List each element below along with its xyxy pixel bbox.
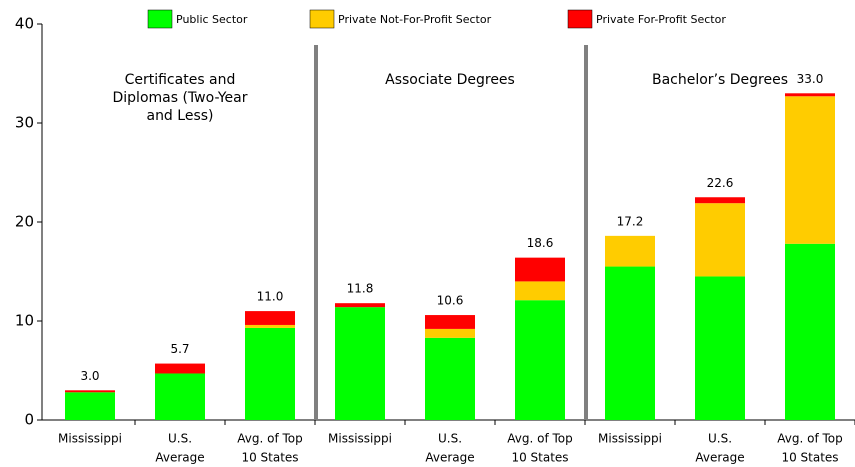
y-tick-label: 0 — [24, 411, 34, 429]
bar-segment — [155, 373, 205, 420]
y-tick-label: 30 — [15, 114, 34, 132]
legend-swatch — [309, 9, 335, 29]
bar-segment — [65, 390, 115, 393]
legend-label: Public Sector — [176, 13, 248, 26]
group-label: and Less) — [146, 108, 213, 124]
bar-segment — [785, 243, 835, 420]
x-tick-label: Mississippi — [598, 432, 662, 446]
group-label: Certificates and — [125, 72, 236, 88]
bar-segment — [785, 93, 835, 97]
x-tick-label: 10 States — [241, 451, 298, 465]
x-tick-label: Average — [155, 451, 204, 465]
x-tick-label: Average — [695, 451, 744, 465]
x-tick-label: Mississippi — [328, 432, 392, 446]
bar-segment — [425, 315, 475, 329]
total-label: 3.0 — [80, 369, 99, 383]
total-label: 10.6 — [437, 294, 464, 308]
y-tick-label: 10 — [15, 312, 34, 330]
x-tick-label: Avg. of Top — [777, 432, 842, 446]
total-label: 11.0 — [257, 290, 284, 304]
group-label: Diplomas (Two-Year — [113, 90, 248, 106]
bar-segment — [335, 307, 385, 420]
x-tick-label: Avg. of Top — [237, 432, 302, 446]
bar-segment — [605, 235, 655, 267]
legend-label: Private For-Profit Sector — [596, 13, 726, 26]
total-label: 5.7 — [170, 342, 189, 356]
x-tick-label: U.S. — [168, 432, 192, 446]
bar-segment — [695, 276, 745, 420]
y-tick-label: 20 — [15, 213, 34, 231]
x-tick-label: 10 States — [511, 451, 568, 465]
bar-segment — [695, 203, 745, 277]
x-tick-label: 10 States — [781, 451, 838, 465]
bar-segment — [785, 96, 835, 244]
bar-segment — [245, 327, 295, 420]
group-label: Associate Degrees — [385, 72, 515, 88]
group-label: Bachelor’s Degrees — [652, 72, 788, 88]
legend-swatch — [567, 9, 593, 29]
x-tick-label: Avg. of Top — [507, 432, 572, 446]
bar-segment — [515, 257, 565, 282]
x-tick-label: Average — [425, 451, 474, 465]
bar-segment — [605, 266, 655, 420]
bar-segment — [155, 363, 205, 374]
y-tick-label: 40 — [15, 15, 34, 33]
bar-segment — [515, 300, 565, 420]
bar-segment — [515, 281, 565, 301]
total-label: 17.2 — [617, 214, 644, 228]
total-label: 18.6 — [527, 236, 554, 250]
total-label: 11.8 — [347, 282, 374, 296]
bar-segment — [65, 392, 115, 420]
bar-segment — [695, 197, 745, 204]
bar-segment — [245, 324, 295, 328]
bar-segment — [335, 303, 385, 308]
bar-segment — [425, 328, 475, 338]
bar-segment — [425, 337, 475, 420]
total-label: 22.6 — [707, 176, 734, 190]
bar-segment — [245, 311, 295, 325]
legend-label: Private Not-For-Profit Sector — [338, 13, 492, 26]
x-tick-label: Mississippi — [58, 432, 122, 446]
x-tick-label: U.S. — [438, 432, 462, 446]
x-tick-label: U.S. — [708, 432, 732, 446]
legend-swatch — [147, 9, 173, 29]
total-label: 33.0 — [797, 72, 824, 86]
